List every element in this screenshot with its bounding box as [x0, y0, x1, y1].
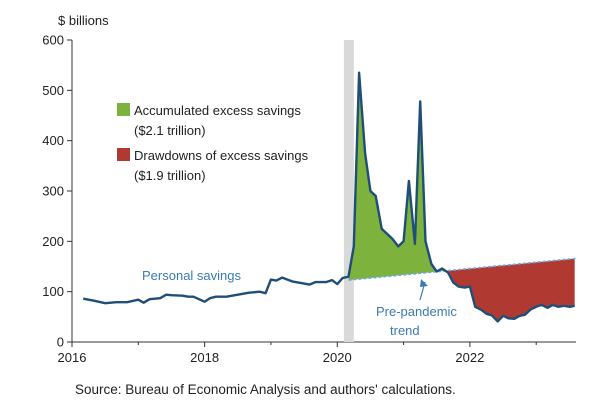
source-note: Source: Bureau of Economic Analysis and … [75, 382, 456, 397]
legend-label-excess: Accumulated excess savings [134, 103, 301, 118]
x-tick-label: 2022 [455, 350, 484, 365]
excess-savings-area [348, 72, 446, 281]
area-layer [348, 72, 575, 322]
personal-savings-line [83, 71, 575, 323]
legend-amount-excess: ($2.1 trillion) [134, 123, 206, 138]
pre-pandemic-trend-line [348, 257, 577, 281]
y-tick-label: 400 [42, 133, 64, 148]
trend-pointer-arrowhead [420, 279, 428, 287]
series-label-personal-savings: Personal savings [142, 268, 241, 283]
legend: Accumulated excess savings ($2.1 trillio… [117, 103, 309, 183]
x-tick-label: 2016 [58, 350, 87, 365]
x-tick-label: 2020 [323, 350, 352, 365]
drawdown-area [445, 258, 575, 322]
legend-swatch-excess [117, 103, 130, 116]
y-tick-label: 200 [42, 234, 64, 249]
axes-group [67, 39, 576, 347]
y-tick-label: 0 [57, 335, 64, 350]
tick-labels: 0 100 200 300 400 500 600 2016 2018 2020 2022 [42, 33, 484, 366]
trend-label-line2: trend [390, 323, 420, 338]
line-layer [83, 71, 577, 323]
legend-amount-drawdown: ($1.9 trillion) [134, 168, 206, 183]
legend-swatch-drawdown [117, 148, 130, 161]
y-axis-label: $ billions [58, 13, 109, 28]
y-tick-label: 500 [42, 83, 64, 98]
recession-shading [343, 40, 354, 342]
y-tick-label: 300 [42, 184, 64, 199]
legend-label-drawdown: Drawdowns of excess savings [134, 148, 309, 163]
x-tick-label: 2018 [190, 350, 219, 365]
y-tick-label: 100 [42, 284, 64, 299]
trend-label-line1: Pre-pandemic [376, 304, 457, 319]
y-tick-label: 600 [42, 33, 64, 48]
